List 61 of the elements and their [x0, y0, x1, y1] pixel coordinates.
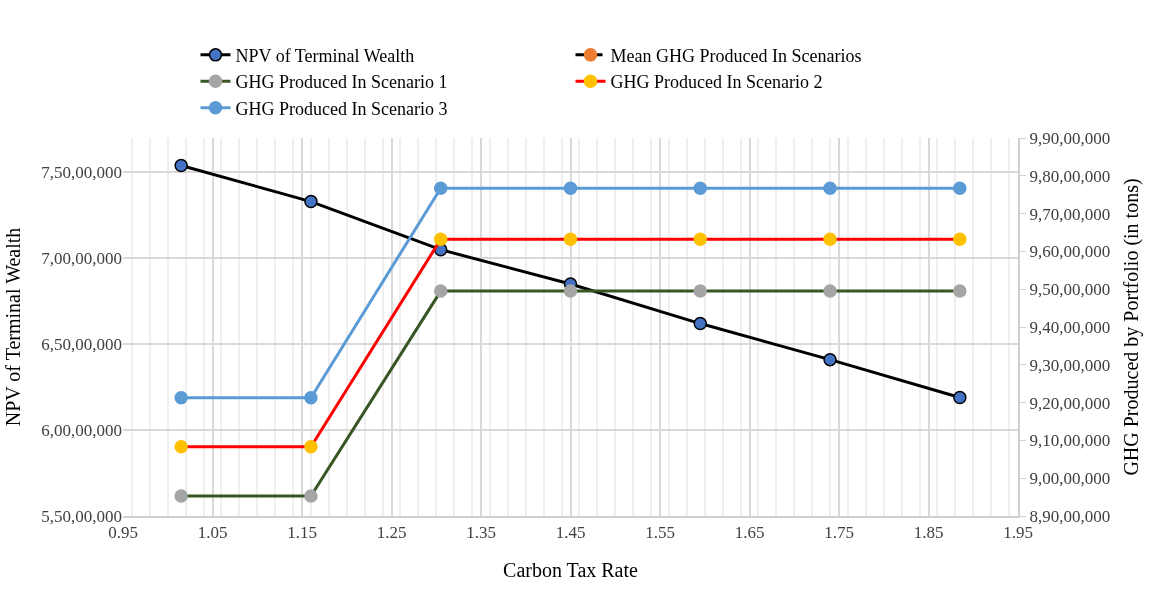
legend-label: GHG Produced In Scenario 3: [235, 98, 448, 119]
y2-tick-label: 8,90,00,000: [1029, 506, 1111, 526]
point: [823, 181, 837, 196]
point: [433, 232, 448, 247]
point: [433, 181, 448, 196]
point: [953, 390, 967, 405]
point: [304, 194, 318, 209]
x-tick-label: 0.95: [108, 523, 138, 543]
x-tick-label: 1.75: [824, 523, 854, 543]
point: [823, 232, 837, 247]
point: [563, 181, 578, 196]
point: [174, 489, 188, 503]
x-tick-label: 1.45: [555, 523, 586, 543]
point: [823, 284, 837, 298]
x-tick-label: 1.05: [197, 523, 228, 543]
y-tick-label: 6,50,00,000: [41, 335, 122, 355]
point: [174, 440, 188, 454]
point: [823, 352, 837, 367]
point: [953, 181, 967, 196]
legend-label: GHG Produced In Scenario 1: [235, 72, 448, 93]
y-tick-label: 7,00,00,000: [41, 249, 122, 269]
x-tick-label: 1.65: [734, 523, 765, 543]
x-tick-label: 1.95: [1003, 523, 1033, 543]
point: [953, 232, 967, 247]
point: [693, 284, 708, 298]
legend-label: NPV of Terminal Wealth: [235, 45, 415, 66]
y2-tick-label: 9,20,00,000: [1029, 393, 1111, 413]
y2-tick-label: 9,80,00,000: [1029, 166, 1111, 186]
point: [563, 284, 578, 298]
y2-tick-label: 9,60,00,000: [1029, 242, 1111, 262]
point: [953, 284, 967, 298]
point: [693, 181, 708, 196]
x-tick-label: 1.55: [645, 523, 675, 543]
point: [304, 440, 318, 454]
y2-tick-label: 9,00,00,000: [1029, 469, 1111, 489]
point: [433, 284, 448, 298]
point: [174, 158, 188, 173]
legend-label: Mean GHG Produced In Scenarios: [610, 45, 862, 66]
y-tick-label: 7,50,00,000: [41, 163, 122, 183]
y-tick-label: 5,50,00,000: [41, 506, 122, 526]
point: [693, 316, 708, 331]
y2-tick-label: 9,70,00,000: [1029, 204, 1111, 224]
y2-tick-label: 9,40,00,000: [1029, 317, 1111, 337]
y2-tick-label: 9,50,00,000: [1029, 280, 1111, 300]
point: [563, 232, 578, 247]
y2-tick-label: 9,90,00,000: [1029, 128, 1111, 148]
y2-axis-title: GHG Produced by Portfolio (in tons): [1120, 178, 1144, 476]
y2-tick-label: 9,30,00,000: [1029, 355, 1111, 375]
x-tick-label: 1.25: [376, 523, 407, 543]
legend-label: GHG Produced In Scenario 2: [610, 72, 823, 93]
point: [174, 390, 188, 405]
x-tick-label: 1.85: [913, 523, 944, 543]
point: [304, 489, 318, 503]
y2-tick-label: 9,10,00,000: [1029, 431, 1111, 451]
y-tick-label: 6,00,00,000: [41, 421, 122, 441]
point: [693, 232, 708, 247]
point: [304, 390, 318, 405]
x-tick-label: 1.35: [466, 523, 496, 543]
x-tick-label: 1.15: [287, 523, 317, 543]
y-axis-title: NPV of Terminal Wealth: [1, 227, 24, 427]
x-axis-title: Carbon Tax Rate: [503, 559, 639, 582]
